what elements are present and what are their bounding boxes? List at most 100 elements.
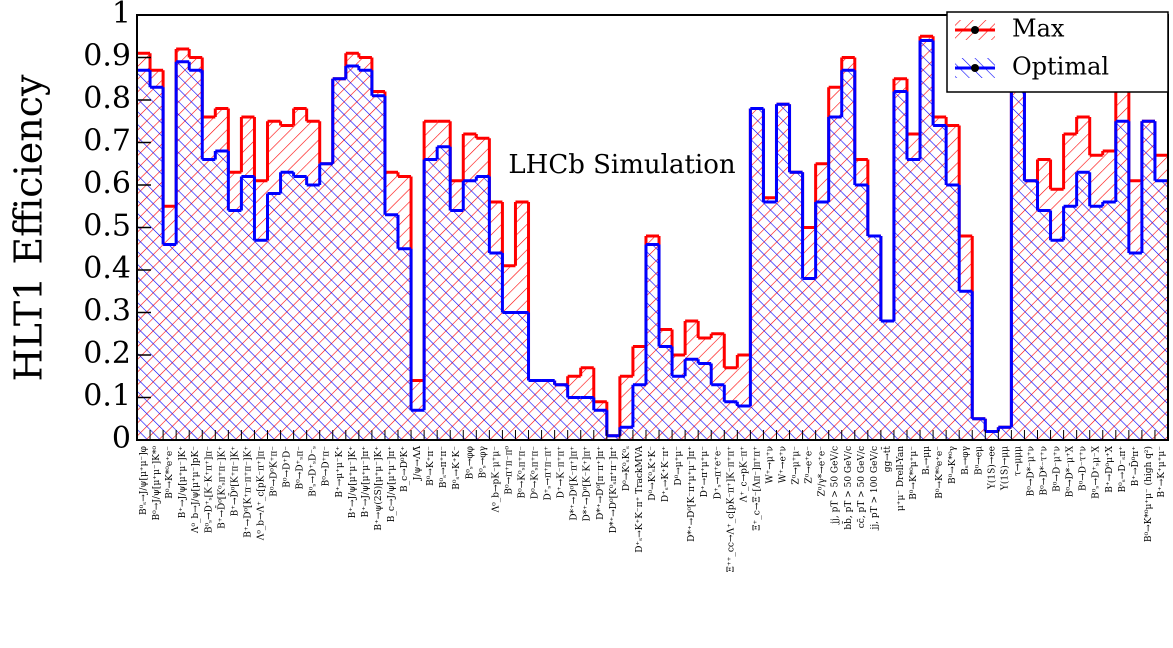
- y-tick-label: 0.4: [83, 251, 131, 286]
- bar: [645, 244, 660, 440]
- x-tick-label: D⁺ₛ→K⁺K⁻π⁺: [661, 446, 671, 502]
- bar: [606, 435, 620, 440]
- x-tick-label: B⁰ₛ→π⁺π⁻: [439, 446, 449, 488]
- x-tick-label: bb̄, pT > 50 GeV/c: [842, 446, 854, 530]
- x-tick-label: B_c→J/ψ[μ⁺μ⁻]π⁺: [387, 446, 397, 523]
- x-tick-label: B⁰→D⁺ₛπ⁻: [296, 446, 306, 490]
- bar: [763, 202, 777, 440]
- x-tick-label: D⁺→K⁻π⁺π⁺: [557, 446, 567, 499]
- x-tick-label: D⁰→K⁰ₛK⁺K⁻: [648, 446, 658, 501]
- x-tick-label: cc̄, pT > 50 GeV/c: [857, 446, 867, 528]
- x-tick-label: B⁰→D⁺D⁻: [283, 446, 293, 488]
- bar: [685, 359, 699, 440]
- bar: [332, 78, 346, 440]
- bar: [946, 185, 960, 440]
- x-tick-label: B⁰→D*⁻τ⁺ν: [1040, 446, 1050, 495]
- bar: [959, 291, 973, 440]
- bar: [776, 104, 790, 440]
- x-tick-label: B⁰→D*⁻μ⁺ν: [1026, 446, 1036, 496]
- bar: [880, 321, 894, 440]
- x-tick-label: B⁰→J/ψ[μ⁺μ⁻]K*⁰: [152, 446, 162, 521]
- x-tick-label: B⁺→D⁰[K⁺π⁻π⁺π⁻]K⁺: [243, 446, 253, 538]
- y-tick-label: 1: [112, 0, 131, 31]
- x-tick-label: J/ψ→ΛΛ̄: [413, 446, 423, 482]
- y-tick-label: 0.6: [83, 166, 131, 201]
- x-tick-label: B⁺→ψ(2S)[μ⁺μ⁻]K⁺: [373, 446, 384, 531]
- x-tick-label: B⁰ₛ→φφ: [465, 446, 475, 479]
- bar: [1076, 172, 1090, 440]
- x-tick-label: B⁰→D⁻μ⁺ν: [1053, 446, 1063, 492]
- x-tick-label: B⁺→J/ψ[μ⁺μ⁻]π⁺: [361, 446, 371, 518]
- x-tick-label: B⁰→K⁰ₛπ⁺π⁻: [517, 446, 527, 499]
- x-tick-label: D⁺ₛ→π⁺π⁻π⁺: [544, 446, 554, 501]
- y-tick-label: 0.9: [83, 39, 131, 74]
- bar: [319, 163, 333, 440]
- y-tick-label: 0.1: [83, 379, 131, 414]
- bar: [972, 418, 986, 440]
- bar: [1024, 180, 1038, 440]
- bar: [228, 210, 242, 440]
- y-axis-title: HLT1 Efficiency: [7, 74, 51, 381]
- x-tick-label: B⁰ₛ→D⁺ₛ[K⁻K⁺π⁺]π⁻: [204, 446, 214, 533]
- y-tick-label: 0.2: [83, 336, 131, 371]
- bar: [1037, 210, 1051, 440]
- bar: [450, 210, 464, 440]
- bar: [189, 70, 203, 440]
- x-tick-label: gg→tt̄: [881, 446, 893, 473]
- x-tick-label: μ⁺μ⁻ Drell-Yan: [896, 446, 906, 511]
- x-tick-label: D*⁺→D⁰[K⁰ₛπ⁺π⁻]π⁺: [609, 446, 619, 533]
- bar: [1102, 202, 1116, 440]
- bar: [828, 117, 842, 440]
- x-tick-label: Bₛ→φγ: [961, 446, 971, 475]
- x-tick-label: B⁺→J/ψ[μ⁺μ⁻]K⁺: [348, 446, 358, 519]
- x-tick-label: Ξ⁺⁺_cc→Λ⁺_c[pK⁻π⁺]K⁻π⁺π⁺: [726, 446, 736, 573]
- x-tick-label: B⁰→K⁺π⁻: [426, 446, 436, 486]
- bar: [137, 70, 151, 440]
- x-tick-label: B⁺→K⁺μ⁺μ⁻: [1157, 446, 1167, 498]
- bar: [672, 376, 686, 440]
- bar: [920, 40, 934, 440]
- bar: [724, 401, 738, 440]
- bar: [215, 151, 229, 440]
- x-tick-label: D*⁺→D⁰[K⁻K⁺]π⁺: [583, 446, 593, 522]
- bar: [711, 384, 725, 440]
- x-tick-label: B⁺→D̄⁰π⁺: [1129, 446, 1141, 487]
- bar: [306, 185, 320, 440]
- bar: [933, 125, 947, 440]
- x-tick-label: B⁰→K*⁰e⁺e⁻: [935, 446, 945, 499]
- y-tick-label: 0: [112, 421, 131, 456]
- bar: [411, 410, 425, 440]
- bar: [267, 193, 281, 440]
- bar: [371, 95, 385, 440]
- x-tick-label: B⁺→D̄⁰[K⁰ₛπ⁺π⁻]K⁺: [216, 446, 228, 529]
- x-tick-label: B⁰ₛ→K⁺K⁻: [452, 446, 462, 490]
- bar: [254, 240, 268, 440]
- bar: [437, 146, 451, 440]
- x-tick-label: Λ⁰_b→J/ψ[μ⁺μ⁻]pK⁻: [191, 446, 201, 534]
- bar: [998, 427, 1012, 440]
- x-tick-label: B⁰→K*⁰μ⁺μ⁻: [909, 446, 919, 500]
- x-tick-label: B_c→D⁰K⁺: [400, 446, 410, 492]
- bar: [1089, 206, 1103, 440]
- bar: [280, 172, 294, 440]
- x-tick-label: B⁰→D⁻τ⁺ν: [1079, 446, 1089, 491]
- bar: [528, 380, 542, 440]
- x-tick-label: Z⁰/γ*→e⁺e⁻: [818, 446, 828, 497]
- x-tick-label: Bₛ→μμ: [922, 446, 932, 475]
- bar: [1128, 253, 1142, 440]
- x-tick-label: B⁰→D*⁻μ⁺X: [1066, 445, 1076, 497]
- x-tick-label: Υ(1S)→μμ: [999, 446, 1010, 491]
- x-tick-label: B⁰→K*⁰μ⁺μ⁻ (high q²): [1143, 446, 1154, 542]
- x-tick-label: B⁰→eμ: [974, 446, 984, 475]
- x-tick-label: B⁰→D⁺π⁻: [322, 446, 332, 487]
- bar: [150, 87, 164, 440]
- bar: [463, 180, 477, 440]
- bar: [985, 431, 999, 440]
- x-tick-label: B⁺→D⁰μ⁺X: [1105, 445, 1115, 492]
- x-tick-label: D⁰→K⁰ₛK⁰ₛ: [622, 446, 632, 491]
- bar: [1011, 78, 1025, 440]
- bar: [632, 384, 646, 440]
- x-tick-label: jj, pT > 50 GeV/c: [831, 446, 841, 525]
- x-tick-label: Λ⁰_b→pK⁻μ⁺μ⁻: [491, 446, 501, 514]
- bar: [867, 236, 881, 440]
